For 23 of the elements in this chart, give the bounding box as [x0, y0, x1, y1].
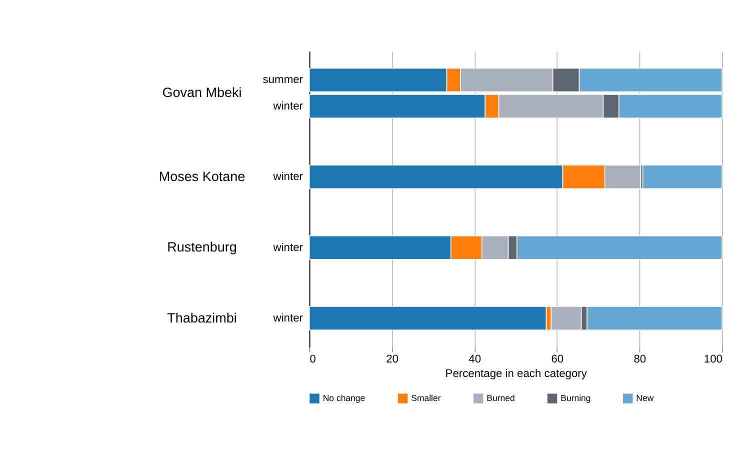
- y-tick-label: winter: [272, 171, 304, 184]
- y-tick-label: winter: [272, 312, 304, 324]
- legend-label: Smaller: [411, 392, 441, 403]
- x-tick-label: 20: [386, 354, 398, 366]
- x-tick-label: 0: [310, 354, 316, 366]
- text: Thabazimbi: [167, 310, 237, 326]
- bar: [642, 164, 722, 190]
- x-tick-label: 100: [704, 354, 722, 366]
- legend-label: Burning: [560, 392, 591, 403]
- x-tick-label: 80: [634, 354, 646, 366]
- text: Govan Mbeki: [162, 85, 242, 100]
- x-tick-label: 60: [551, 354, 564, 366]
- legend-label: Burned: [486, 392, 515, 403]
- x-axis-title: Percentage in each category: [445, 368, 588, 380]
- text: Moses Kotane: [158, 168, 246, 184]
- y-tick-label: winter: [272, 242, 304, 254]
- x-tick-label: 40: [468, 354, 482, 366]
- legend-label: New: [636, 392, 654, 403]
- bar: [308, 306, 547, 330]
- legend-label: No change: [322, 392, 366, 403]
- text: Rustenburg: [167, 240, 237, 255]
- y-tick-label: winter: [272, 100, 304, 112]
- y-tick-label: summer: [262, 74, 304, 86]
